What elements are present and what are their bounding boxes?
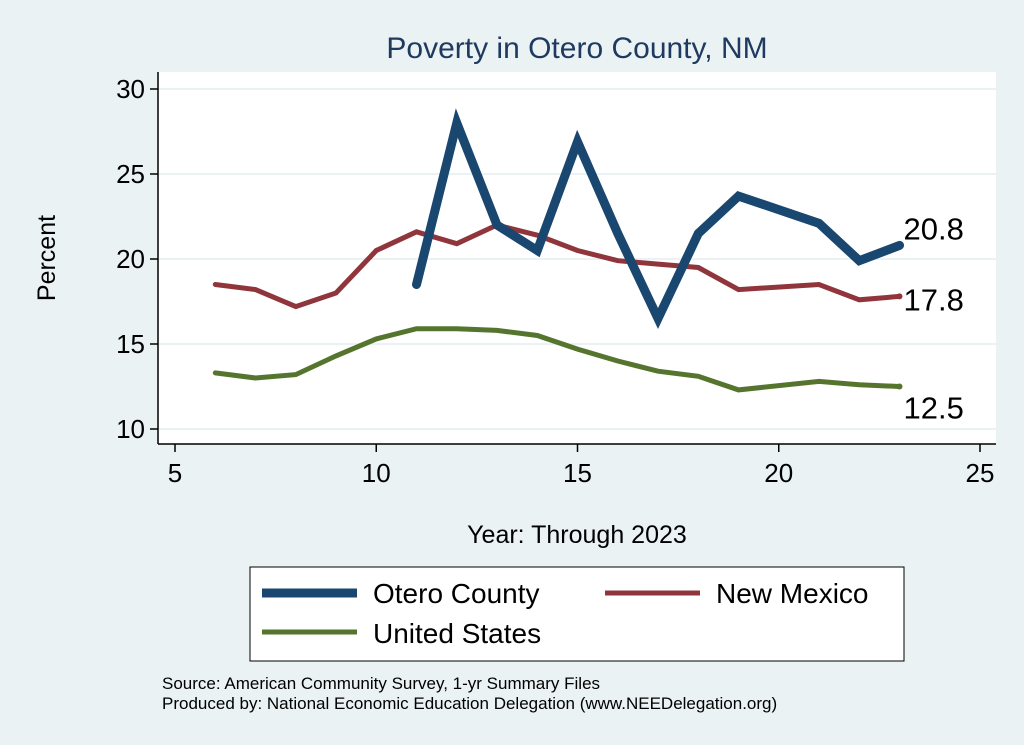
- end-label-layer: 20.8 17.8 12.5: [904, 211, 964, 425]
- y-axis-title: Percent: [33, 215, 61, 301]
- y-tick-label: 10: [116, 414, 145, 444]
- source-note: Source: American Community Survey, 1-yr …: [162, 674, 600, 693]
- axis-layer: 10 15 20 25 30 5 10 15 20 25: [116, 72, 996, 488]
- x-tick-label: 20: [764, 458, 793, 488]
- produced-by-note: Produced by: National Economic Education…: [162, 694, 777, 713]
- x-tick-label: 5: [168, 458, 182, 488]
- end-label-otero-county: 20.8: [904, 211, 964, 246]
- y-tick-label: 25: [116, 159, 145, 189]
- legend-box: [249, 566, 905, 662]
- legend-label-united-states: United States: [373, 618, 541, 649]
- x-tick-label: 10: [362, 458, 391, 488]
- y-tick-label: 30: [116, 74, 145, 104]
- series-line-otero-county: [412, 108, 904, 330]
- end-label-new-mexico: 17.8: [904, 282, 964, 317]
- x-axis-title: Year: Through 2023: [467, 521, 687, 549]
- x-tick-label: 15: [563, 458, 592, 488]
- chart-title: Poverty in Otero County, NM: [386, 32, 767, 65]
- end-point-united-states: [896, 383, 903, 390]
- y-tick-label: 15: [116, 329, 145, 359]
- end-point-new-mexico: [896, 293, 903, 300]
- x-tick-label: 25: [966, 458, 995, 488]
- legend: Otero County New Mexico United States: [249, 566, 905, 662]
- series-line-new-mexico: [212, 222, 902, 310]
- legend-label-new-mexico: New Mexico: [716, 578, 868, 609]
- end-label-united-states: 12.5: [904, 391, 964, 426]
- legend-label-otero-county: Otero County: [373, 578, 540, 609]
- series-line-united-states: [212, 326, 902, 393]
- y-tick-label: 20: [116, 244, 145, 274]
- end-point-otero-county: [896, 242, 903, 249]
- series-layer: [212, 108, 904, 393]
